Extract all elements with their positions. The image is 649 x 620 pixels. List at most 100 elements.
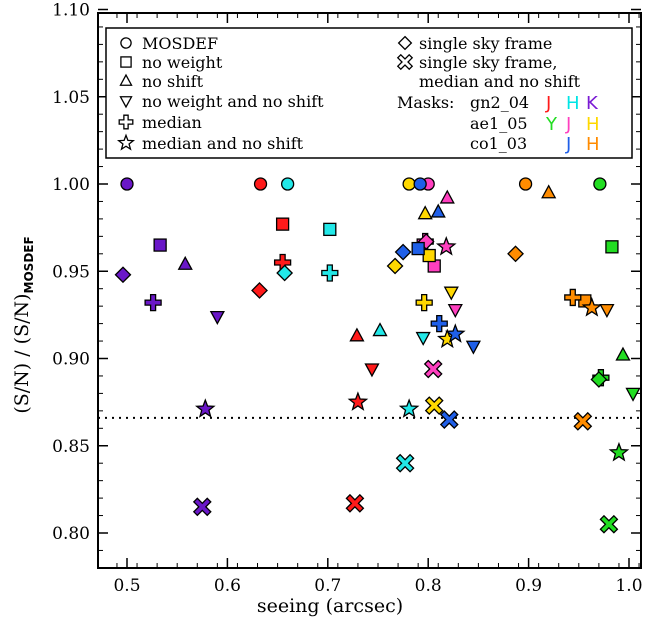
ae1_05-Y-star-marker	[608, 441, 630, 462]
legend-label-continued: median and no shift	[419, 72, 581, 91]
gn2_04-J-triangle-up-marker	[349, 327, 365, 342]
gn2_04-J-triangle-down-marker	[364, 363, 380, 378]
x-tick-label: 0.7	[314, 576, 341, 596]
co1_03-J-cross-marker	[430, 314, 448, 333]
legend-triangle-up-icon	[119, 73, 133, 86]
ae1_05-H-triangle-down-marker	[443, 286, 459, 301]
plot-area	[97, 12, 642, 569]
legend-mask-band: H	[566, 93, 580, 114]
axis-tick-labels: 0.5 0.6 0.7 0.8 0.9 1.0 0.80 0.85 0.90 0.95 1.00 1.…	[52, 1, 642, 597]
co1_03-J-triangle-up-marker	[430, 203, 446, 218]
gn2_04-H-triangle-up-marker	[372, 322, 388, 337]
gn2_04-K-triangle-up-marker	[177, 255, 193, 270]
gn2_04-J-diamond-marker	[251, 282, 268, 299]
legend-mask-band: H	[586, 134, 600, 155]
gn2_04-H-square-marker	[323, 222, 337, 237]
ae1_05-Y-diamond-marker	[590, 371, 608, 388]
legend-mask-band: K	[586, 93, 599, 114]
legend-label: no weight	[142, 53, 223, 72]
gn2_04-K-cross-marker	[144, 294, 162, 312]
gn2_04-K-diamond-marker	[114, 266, 132, 284]
gn2_04-K-square-marker	[153, 238, 167, 252]
co1_03-J-star-marker	[444, 323, 466, 343]
legend-mask-band: Y	[545, 114, 558, 135]
co1_03-J-square-marker	[411, 241, 425, 256]
x-tick-label: 1.0	[615, 576, 642, 596]
co1_03-H-x-marker	[573, 411, 593, 431]
x-tick-label: 0.6	[214, 576, 241, 596]
legend-label: single sky frame	[419, 34, 552, 53]
co1_03-J-x-marker	[439, 410, 459, 429]
y-tick-label: 0.80	[52, 524, 90, 544]
legend-mask-name: co1_03	[470, 134, 527, 153]
ae1_05-H-cross-marker	[415, 294, 433, 312]
ae1_05-H-x-marker	[424, 396, 444, 416]
gn2_04-K-triangle-down-marker	[209, 310, 225, 325]
gn2_04-H-diamond-marker	[276, 264, 294, 282]
co1_03-J-circle-marker	[413, 177, 427, 191]
legend-mask-band: H	[586, 114, 600, 135]
ae1_05-J-triangle-down-marker	[447, 303, 463, 319]
gn2_04-J-circle-marker	[253, 177, 268, 191]
legend-mask-band: J	[565, 134, 571, 155]
x-tick-label: 0.9	[515, 576, 542, 596]
legend-label: single sky frame,	[419, 53, 557, 72]
ae1_05-H-circle-marker	[402, 177, 416, 191]
ae1_05-J-x-marker	[423, 359, 443, 379]
gn2_04-H-cross-marker	[321, 264, 339, 282]
legend-label: median	[142, 113, 202, 132]
ae1_05-Y-circle-marker	[593, 177, 607, 191]
gn2_04-J-star-marker	[347, 391, 369, 411]
x-axis-label: seeing (arcsec)	[257, 595, 403, 617]
gn2_04-K-x-marker	[192, 497, 212, 517]
x-tick-label: 0.5	[113, 576, 140, 596]
gn2_04-H-x-marker	[395, 453, 415, 473]
legend-mask-band: J	[545, 93, 551, 114]
y-tick-label: 1.05	[52, 88, 90, 108]
legend-masks-title: Masks:	[397, 93, 454, 112]
ae1_05-Y-triangle-down-marker	[625, 387, 641, 402]
gn2_04-H-triangle-down-marker	[415, 331, 431, 346]
ae1_05-H-diamond-marker	[386, 257, 404, 275]
legend-label: no shift	[142, 72, 204, 91]
ae1_05-H-square-marker	[422, 248, 436, 263]
ae1_05-J-star-marker	[435, 235, 457, 256]
legend-triangle-down-icon	[119, 96, 133, 109]
co1_03-H-cross-marker	[564, 288, 582, 307]
co1_03-H-triangle-up-marker	[541, 184, 557, 199]
data-markers	[114, 177, 641, 534]
gn2_04-J-x-marker	[345, 493, 365, 513]
gn2_04-H-star-marker	[398, 398, 420, 418]
legend-circle-icon	[120, 37, 132, 49]
plot-border	[97, 12, 642, 569]
gn2_04-K-circle-marker	[120, 177, 134, 191]
ae1_05-Y-square-marker	[605, 240, 619, 254]
y-axis-label-main: (S/N) / (S/N)	[11, 293, 33, 413]
legend-box	[105, 27, 633, 159]
ae1_05-Y-triangle-up-marker	[615, 346, 631, 361]
gn2_04-K-star-marker	[194, 398, 216, 418]
legend-mask-name: ae1_05	[470, 114, 528, 133]
y-tick-label: 1.10	[52, 1, 90, 21]
legend-star-icon	[116, 133, 136, 151]
y-axis-label-sub: MOSDEF	[22, 236, 36, 293]
axis-ticks	[98, 8, 641, 569]
co1_03-H-circle-marker	[518, 177, 533, 191]
co1_03-J-triangle-down-marker	[465, 340, 481, 355]
legend-cross-icon	[118, 114, 134, 130]
y-axis-label: (S/N) / (S/N)MOSDEF	[11, 236, 36, 413]
legend-mask-band: J	[565, 114, 571, 135]
x-tick-label: 0.8	[415, 576, 442, 596]
gn2_04-H-circle-marker	[280, 177, 295, 191]
ae1_05-Y-x-marker	[599, 514, 619, 534]
y-tick-label: 1.00	[52, 175, 90, 195]
y-tick-label: 0.95	[52, 262, 90, 282]
co1_03-J-diamond-marker	[394, 243, 412, 261]
gn2_04-J-square-marker	[275, 217, 290, 231]
svg-text:(S/N) / (S/N)MOSDEF: (S/N) / (S/N)MOSDEF	[11, 236, 36, 413]
ae1_05-H-triangle-up-marker	[417, 205, 433, 220]
legend-square-icon	[120, 56, 132, 68]
co1_03-H-diamond-marker	[507, 245, 524, 263]
